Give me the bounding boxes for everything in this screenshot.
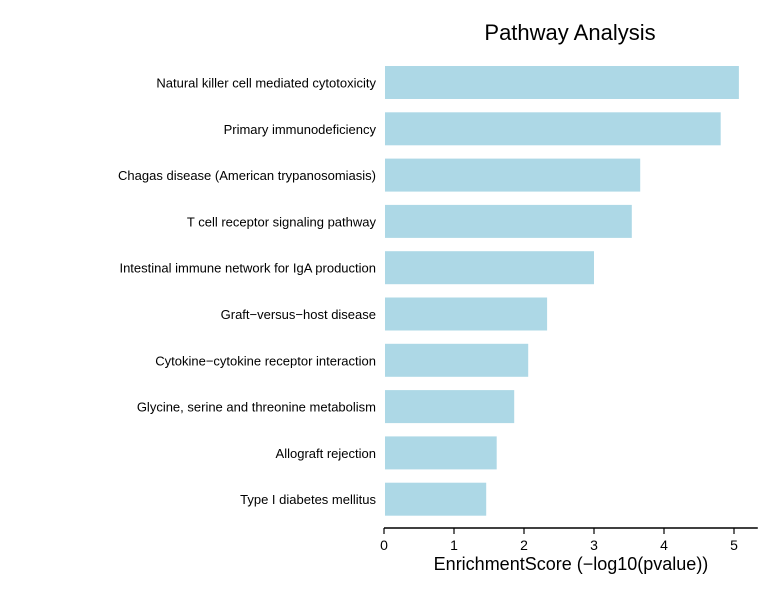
category-label: T cell receptor signaling pathway [187, 214, 377, 229]
bar [385, 390, 515, 424]
category-label: Type I diabetes mellitus [240, 492, 376, 507]
bar [385, 204, 632, 238]
category-label: Intestinal immune network for IgA produc… [119, 261, 376, 276]
category-label: Allograft rejection [276, 446, 376, 461]
x-tick-label: 5 [730, 537, 738, 553]
bar [385, 251, 594, 285]
bar [385, 66, 739, 99]
bar [385, 436, 497, 470]
category-label: Cytokine−cytokine receptor interaction [155, 353, 376, 368]
bar [385, 112, 721, 146]
x-tick-label: 3 [590, 537, 598, 553]
category-label: Natural killer cell mediated cytotoxicit… [156, 76, 376, 91]
bar [385, 297, 548, 331]
x-tick-label: 0 [380, 537, 388, 553]
chart-title: Pathway Analysis [484, 20, 655, 45]
bar [385, 343, 529, 377]
x-tick-label: 2 [520, 537, 528, 553]
bar [385, 158, 641, 192]
x-axis-label: EnrichmentScore (−log10(pvalue)) [434, 554, 709, 574]
category-label: Primary immunodeficiency [224, 122, 377, 137]
category-label: Glycine, serine and threonine metabolism [137, 400, 376, 415]
x-tick-label: 1 [450, 537, 458, 553]
category-label: Graft−versus−host disease [221, 307, 376, 322]
x-tick-label: 4 [660, 537, 668, 553]
category-label: Chagas disease (American trypanosomiasis… [118, 168, 376, 183]
bar [385, 482, 487, 516]
